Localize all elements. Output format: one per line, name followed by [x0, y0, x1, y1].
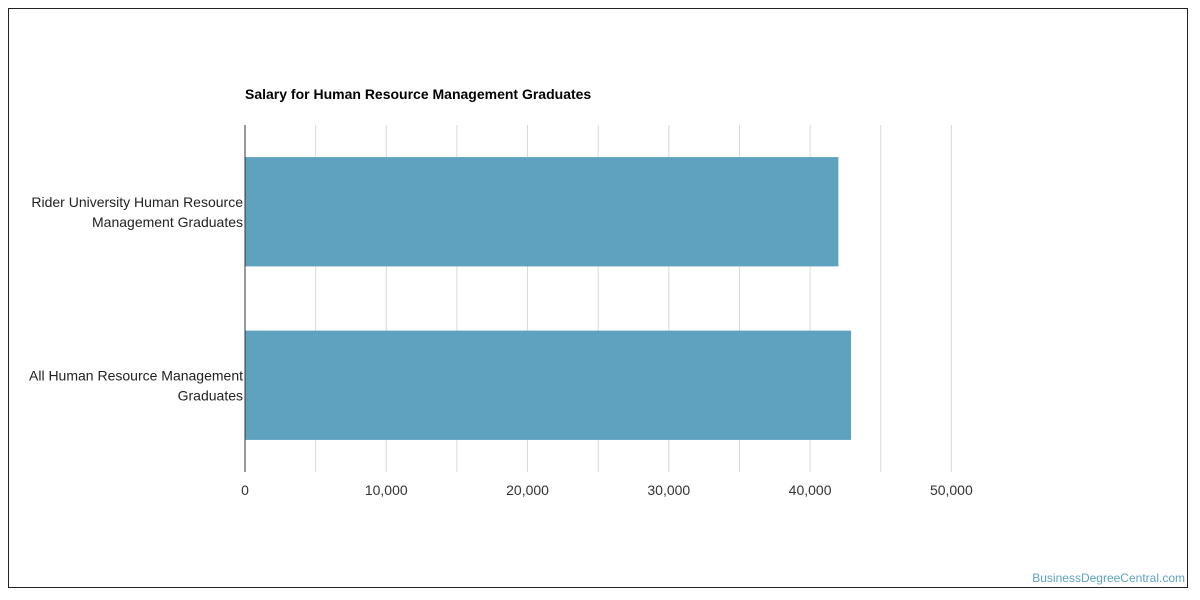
bar[interactable] [245, 330, 852, 440]
category-label: All Human Resource Management Graduates [29, 367, 243, 403]
x-tick-label: 40,000 [789, 482, 832, 498]
x-tick-label: 10,000 [365, 482, 408, 498]
category-labels: Rider University Human Resource Managemen… [29, 194, 243, 404]
bars [245, 157, 852, 440]
chart-title: Salary for Human Resource Management Gra… [245, 86, 591, 102]
watermark[interactable]: BusinessDegreeCentral.com [1032, 571, 1185, 585]
category-label: Rider University Human Resource Managemen… [31, 194, 243, 230]
bar[interactable] [245, 157, 839, 267]
x-tick-label: 50,000 [930, 482, 973, 498]
x-tick-label: 30,000 [647, 482, 690, 498]
x-tick-label: 20,000 [506, 482, 549, 498]
x-axis-ticks: 0 10,000 20,000 30,000 40,000 50,000 [241, 482, 973, 498]
x-tick-label: 0 [241, 482, 249, 498]
